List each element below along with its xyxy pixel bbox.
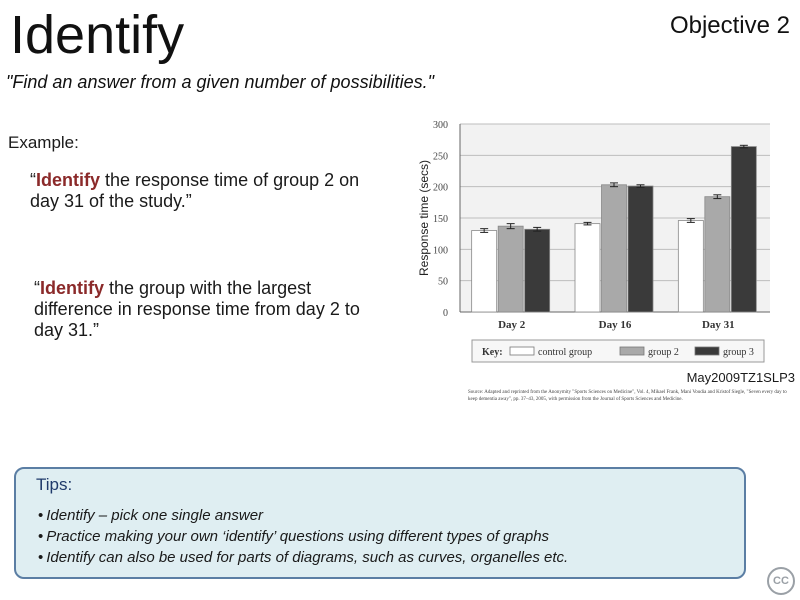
tips-list: Identify – pick one single answer Practi…	[38, 505, 568, 568]
legend-swatch	[694, 346, 720, 356]
legend-label: group 2	[648, 347, 679, 358]
example-label: Example:	[8, 133, 79, 152]
quote-open: “	[34, 278, 40, 298]
y-tick-label: 50	[438, 277, 448, 288]
legend-label: control group	[538, 347, 592, 358]
tip-item: Identify can also be used for parts of d…	[38, 547, 568, 568]
y-tick-label: 250	[433, 151, 448, 162]
bar-group-2	[704, 196, 731, 313]
keyword-identify: Identify	[40, 278, 105, 298]
y-tick-label: 200	[433, 183, 448, 194]
tip-item: Identify – pick one single answer	[38, 505, 568, 526]
bar-group-3	[627, 185, 654, 313]
tips-box: Tips: Identify – pick one single answer …	[14, 467, 746, 579]
x-tick-label: Day 2	[498, 319, 526, 331]
legend-swatch	[509, 346, 535, 356]
question-text: the response time of group 2 on day 31 o…	[30, 170, 360, 211]
legend-box	[471, 339, 765, 363]
x-tick-label: Day 16	[599, 319, 632, 331]
tips-title: Tips:	[36, 475, 73, 494]
example-question-2: “Identify the group with the largest dif…	[34, 278, 374, 341]
y-tick-label: 0	[443, 308, 448, 319]
y-axis-label: Response time (secs)	[417, 160, 431, 276]
response-time-bar-chart: 0 50 100 150 200 250 300 Response time (secs) Da…	[417, 120, 770, 363]
page-title: Identify	[10, 5, 185, 65]
bar-control-group	[471, 230, 498, 313]
example-question-1: “Identify the response time of group 2 o…	[30, 170, 390, 212]
tip-item: Practice making your own ‘identify’ ques…	[38, 526, 568, 547]
legend-swatch	[619, 346, 645, 356]
definition-subtitle: "Find an answer from a given number of p…	[6, 72, 434, 92]
objective-label: Objective 2	[669, 12, 790, 39]
y-tick-label: 300	[433, 120, 448, 131]
bar-group-2	[601, 184, 627, 313]
x-tick-label: Day 31	[702, 319, 735, 331]
bar-control-group	[677, 220, 704, 313]
y-tick-label: 100	[433, 245, 448, 256]
bar-group-2	[497, 225, 524, 313]
cc-license-icon: CC	[767, 567, 795, 595]
question-text: the group with the largest difference in…	[34, 278, 360, 340]
bar-group-3	[524, 228, 551, 313]
bar-control-group	[574, 223, 601, 313]
bar-group-3	[730, 146, 757, 313]
legend-title: Key:	[482, 347, 503, 358]
exam-reference: May2009TZ1SLP3	[686, 370, 795, 385]
y-tick-label: 150	[433, 214, 448, 225]
quote-open: “	[30, 170, 36, 190]
keyword-identify: Identify	[36, 170, 101, 190]
source-citation: Source: Adapted and reprinted from the A…	[468, 390, 787, 402]
legend-label: group 3	[723, 347, 754, 358]
